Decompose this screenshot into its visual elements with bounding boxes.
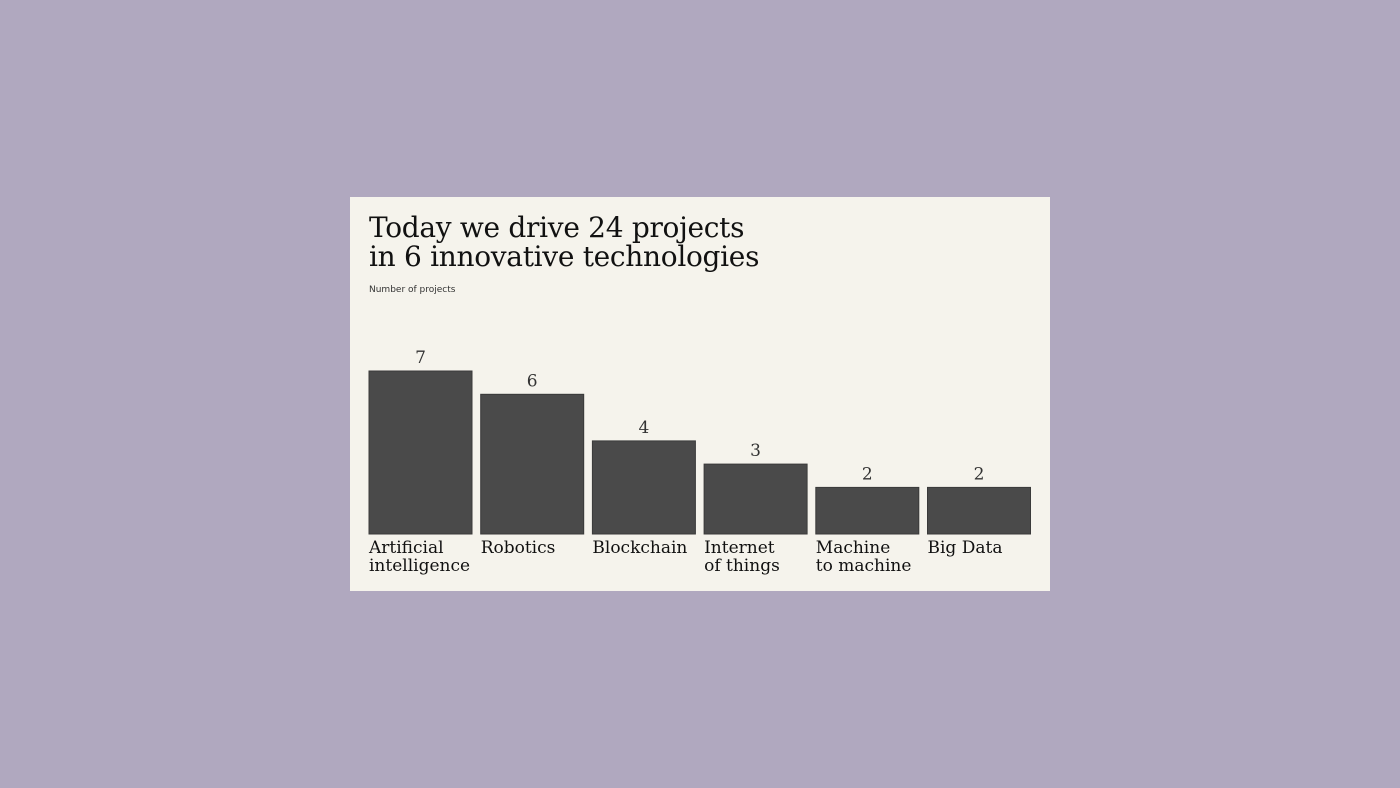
bar-5 <box>927 486 1031 535</box>
category-label-1: Robotics <box>481 538 556 558</box>
category-label-3-line-1: of things <box>704 556 780 576</box>
category-label-5-line-0: Big Data <box>928 538 1003 558</box>
category-label-4: Machine to machine <box>816 538 912 576</box>
bar-chart: 7 Artificial intelligence 6 Robotics 4 Blockch… <box>368 348 1031 576</box>
bar-3 <box>703 463 808 535</box>
y-axis-label: Number of projects <box>369 285 456 295</box>
category-label-2-line-0: Blockchain <box>592 538 687 558</box>
category-label-0-line-0: Artificial <box>368 538 444 558</box>
data-label-5: 2 <box>974 464 985 484</box>
chart-card: Today we drive 24 projects in 6 innovati… <box>350 197 1050 591</box>
bar-0 <box>368 370 473 535</box>
category-label-0: Artificial intelligence <box>368 538 470 576</box>
chart-title-line-2: in 6 innovative technologies <box>369 240 760 273</box>
bar-1 <box>480 393 585 535</box>
data-label-1: 6 <box>527 371 538 391</box>
data-label-3: 3 <box>750 441 761 461</box>
category-label-5: Big Data <box>928 538 1003 558</box>
category-label-1-line-0: Robotics <box>481 538 556 558</box>
bar-4 <box>815 486 920 535</box>
data-label-0: 7 <box>415 348 426 368</box>
chart-title-line-1: Today we drive 24 projects <box>369 211 745 244</box>
data-label-2: 4 <box>638 418 649 438</box>
category-label-4-line-1: to machine <box>816 556 912 576</box>
category-label-3: Internet of things <box>704 538 780 576</box>
category-label-3-line-0: Internet <box>704 538 775 558</box>
category-label-0-line-1: intelligence <box>369 556 470 576</box>
chart-title: Today we drive 24 projects in 6 innovati… <box>369 213 759 271</box>
bar-2 <box>591 440 696 535</box>
data-label-4: 2 <box>862 464 873 484</box>
category-label-2: Blockchain <box>592 538 687 558</box>
category-label-4-line-0: Machine <box>816 538 890 558</box>
